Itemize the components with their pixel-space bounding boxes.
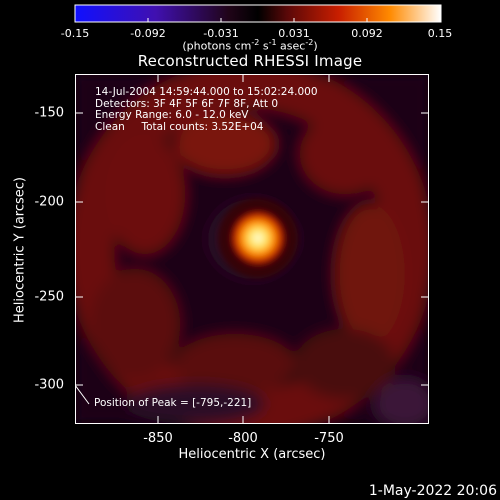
y-tick-4: -300 [34, 377, 64, 393]
y-tick-3: -250 [34, 289, 64, 305]
x-tick-1: -850 [143, 431, 173, 446]
observation-info: 14-Jul-2004 14:59:44.000 to 15:02:24.000… [95, 86, 318, 133]
peak-position-label: Position of Peak = [-795,-221] [94, 397, 252, 409]
x-axis-label: Heliocentric X (arcsec) [178, 447, 326, 462]
colorbar-units: (photons cm-2 s-1 asec-2) [182, 38, 318, 53]
colorbar-tick-3: -0.031 [203, 27, 239, 40]
colorbar-tick-2: -0.092 [130, 27, 166, 40]
colorbar-tick-1: -0.15 [60, 27, 90, 40]
colorbar [74, 4, 442, 23]
colorbar-tick-6: 0.15 [427, 27, 453, 40]
y-axis-label: Heliocentric Y (arcsec) [12, 177, 28, 323]
rhessi-image [75, 74, 429, 424]
y-tick-1: -150 [34, 105, 64, 121]
colorbar-tick-5: 0.092 [351, 27, 383, 40]
image-title: Reconstructed RHESSI Image [137, 52, 363, 70]
timestamp: 1-May-2022 20:06 [368, 483, 497, 499]
x-tick-3: -750 [314, 431, 344, 446]
y-tick-2: -200 [34, 194, 64, 210]
colorbar-tick-4: 0.031 [278, 27, 310, 40]
x-tick-2: -800 [228, 431, 258, 446]
